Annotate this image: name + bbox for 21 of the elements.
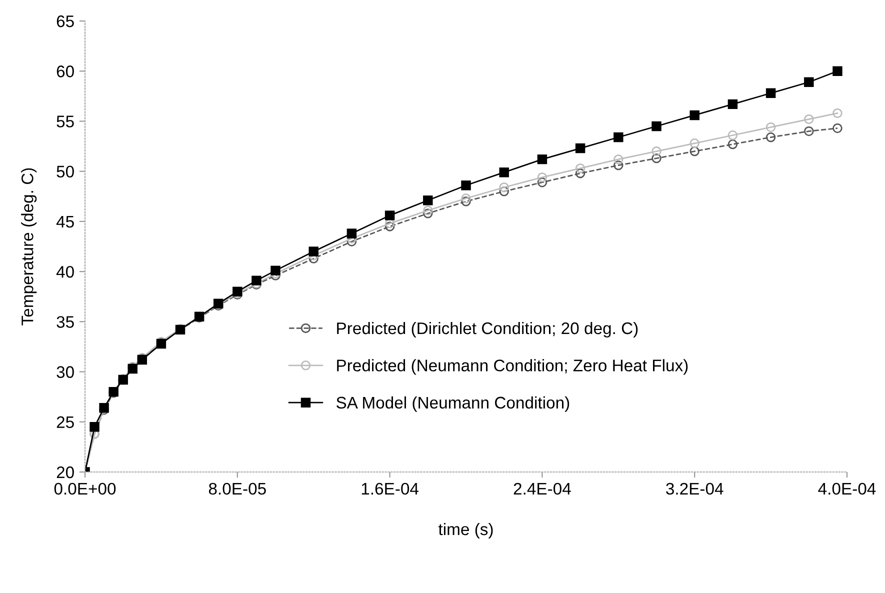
- x-tick-label: 4.0E-04: [818, 482, 876, 495]
- y-tick-label: 60: [56, 66, 74, 78]
- y-tick-label: 45: [56, 216, 74, 228]
- legend-label: Predicted (Neumann Condition; Zero Heat Flux): [337, 359, 688, 375]
- y-tick-label: 20: [56, 466, 74, 478]
- y-tick-label: 50: [56, 166, 74, 178]
- y-tick-label: 65: [56, 15, 74, 28]
- x-tick-label: 0.0E+00: [54, 482, 116, 495]
- x-tick-label: 8.0E-05: [208, 482, 266, 495]
- y-tick-label: 35: [56, 316, 74, 328]
- x-tick-label: 1.6E-04: [362, 482, 418, 495]
- x-tick-label: 3.2E-04: [666, 482, 724, 495]
- x-tick-label: 2.4E-04: [514, 482, 571, 495]
- legend-label: Predicted (Dirichlet Condition; 20 deg. C): [337, 322, 638, 338]
- y-tick-label: 40: [56, 266, 74, 278]
- y-tick-label: 30: [56, 366, 74, 378]
- y-tick-label: 25: [56, 416, 74, 428]
- y-tick-label: 55: [56, 116, 74, 128]
- x-axis-title: time (s): [438, 522, 493, 538]
- y-axis-title: Temperature (deg. C): [21, 168, 37, 326]
- legend-label: SA Model (Neumann Condition): [336, 396, 570, 412]
